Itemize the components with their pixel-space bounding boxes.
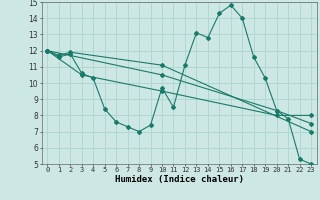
X-axis label: Humidex (Indice chaleur): Humidex (Indice chaleur) [115,175,244,184]
